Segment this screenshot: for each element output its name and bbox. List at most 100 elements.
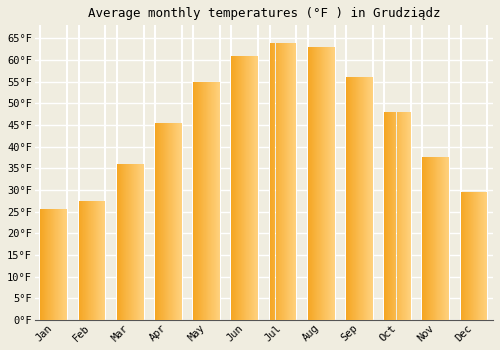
Bar — [137, 164, 138, 320]
Bar — [483, 192, 484, 320]
Bar — [167, 123, 168, 320]
Bar — [49, 209, 50, 320]
Bar — [174, 123, 175, 320]
Bar — [368, 77, 369, 320]
Bar — [46, 209, 47, 320]
Bar — [321, 47, 322, 320]
Bar — [51, 209, 52, 320]
Bar — [239, 56, 240, 320]
Bar — [363, 77, 364, 320]
Bar — [346, 77, 347, 320]
Bar — [270, 43, 271, 320]
Bar — [350, 77, 351, 320]
Bar — [367, 77, 368, 320]
Bar — [327, 47, 328, 320]
Bar — [57, 209, 58, 320]
Bar — [426, 158, 427, 320]
Bar — [101, 201, 102, 320]
Bar — [364, 77, 366, 320]
Bar — [403, 112, 404, 320]
Bar — [477, 192, 478, 320]
Bar — [197, 82, 198, 320]
Bar — [40, 209, 41, 320]
Bar — [241, 56, 242, 320]
Bar — [255, 56, 256, 320]
Bar — [200, 82, 201, 320]
Bar — [128, 164, 129, 320]
Bar — [59, 209, 60, 320]
Bar — [81, 201, 82, 320]
Bar — [290, 43, 291, 320]
Bar — [173, 123, 174, 320]
Bar — [357, 77, 358, 320]
Bar — [322, 47, 323, 320]
Bar — [275, 43, 276, 320]
Bar — [165, 123, 166, 320]
Bar — [178, 123, 179, 320]
Bar — [465, 192, 466, 320]
Bar — [254, 56, 255, 320]
Bar — [175, 123, 176, 320]
Bar — [135, 164, 136, 320]
Bar — [286, 43, 288, 320]
Bar — [462, 192, 464, 320]
Bar — [64, 209, 65, 320]
Bar — [404, 112, 405, 320]
Bar — [58, 209, 59, 320]
Bar — [172, 123, 173, 320]
Bar — [54, 209, 55, 320]
Bar — [360, 77, 361, 320]
Bar — [401, 112, 402, 320]
Bar — [41, 209, 42, 320]
Bar — [424, 158, 425, 320]
Bar — [246, 56, 247, 320]
Bar — [217, 82, 218, 320]
Bar — [446, 158, 447, 320]
Bar — [194, 82, 195, 320]
Bar — [253, 56, 254, 320]
Bar — [252, 56, 253, 320]
Bar — [55, 209, 56, 320]
Bar — [461, 192, 462, 320]
Bar — [323, 47, 324, 320]
Bar — [142, 164, 143, 320]
Bar — [431, 158, 432, 320]
Bar — [141, 164, 142, 320]
Bar — [469, 192, 470, 320]
Bar — [399, 112, 400, 320]
Bar — [235, 56, 236, 320]
Bar — [282, 43, 283, 320]
Bar — [214, 82, 215, 320]
Bar — [444, 158, 445, 320]
Bar — [181, 123, 182, 320]
Bar — [394, 112, 395, 320]
Bar — [356, 77, 357, 320]
Bar — [355, 77, 356, 320]
Bar — [460, 192, 461, 320]
Bar — [79, 201, 80, 320]
Bar — [206, 82, 207, 320]
Bar — [397, 112, 398, 320]
Bar — [277, 43, 278, 320]
Bar — [384, 112, 386, 320]
Bar — [475, 192, 476, 320]
Bar — [245, 56, 246, 320]
Bar — [218, 82, 219, 320]
Bar — [53, 209, 54, 320]
Bar — [56, 209, 57, 320]
Bar — [348, 77, 349, 320]
Bar — [232, 56, 233, 320]
Bar — [168, 123, 169, 320]
Bar — [243, 56, 244, 320]
Bar — [324, 47, 325, 320]
Bar — [314, 47, 315, 320]
Bar — [80, 201, 81, 320]
Bar — [157, 123, 158, 320]
Bar — [133, 164, 134, 320]
Bar — [219, 82, 220, 320]
Bar — [280, 43, 281, 320]
Bar — [369, 77, 370, 320]
Bar — [398, 112, 399, 320]
Bar — [425, 158, 426, 320]
Bar — [474, 192, 475, 320]
